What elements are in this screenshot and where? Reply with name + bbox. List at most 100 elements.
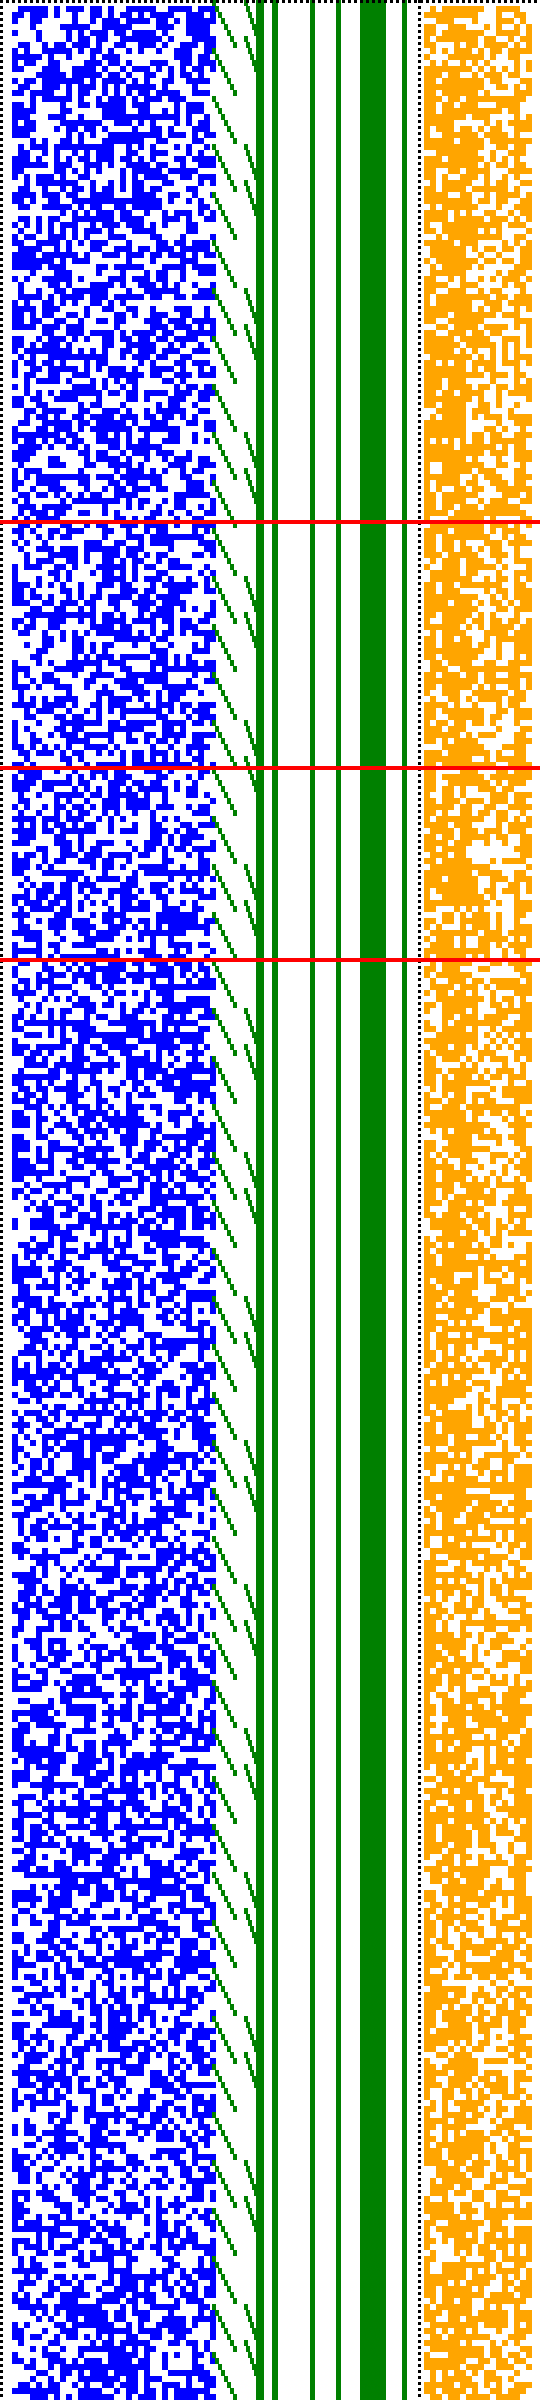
blue-pixel [162,912,168,918]
blue-pixel [138,1278,144,1284]
blue-pixel [120,282,126,288]
blue-pixel [96,420,102,426]
blue-pixel [156,1296,162,1302]
blue-pixel [18,1542,24,1548]
blue-pixel [108,1440,114,1446]
blue-pixel [138,1008,144,1014]
blue-pixel [174,738,180,744]
blue-pixel [198,1566,204,1572]
blue-pixel [138,888,144,894]
blue-pixel [78,138,84,144]
blue-pixel [90,1398,96,1404]
blue-pixel [162,1464,168,1470]
blue-pixel [48,570,54,576]
blue-pixel [114,1530,120,1536]
blue-pixel [162,870,168,876]
blue-pixel [186,1470,192,1476]
blue-pixel [162,1506,168,1512]
blue-pixel [210,630,216,636]
blue-pixel [126,1278,132,1284]
blue-pixel [126,1176,132,1182]
blue-pixel [30,12,36,18]
blue-pixel [144,990,150,996]
blue-pixel [48,216,54,222]
blue-pixel [114,1500,120,1506]
blue-pixel [48,90,54,96]
blue-pixel [102,1434,108,1440]
blue-pixel [18,918,24,924]
blue-pixel [156,372,162,378]
blue-pixel [12,1602,18,1608]
blue-pixel [180,1458,186,1464]
blue-pixel [144,270,150,276]
blue-pixel [150,1332,156,1338]
blue-pixel [120,1548,126,1554]
blue-pixel [126,774,132,780]
blue-pixel [162,570,168,576]
blue-pixel [174,1224,180,1230]
blue-pixel [12,480,18,486]
blue-pixel [162,990,168,996]
blue-pixel [174,954,180,960]
blue-pixel [120,1080,126,1086]
blue-pixel [186,330,192,336]
blue-pixel [144,672,150,678]
blue-pixel [168,612,174,618]
blue-pixel [126,1416,132,1422]
blue-pixel [198,1110,204,1116]
blue-pixel [48,1266,54,1272]
blue-pixel [18,870,24,876]
blue-pixel [18,1590,24,1596]
blue-pixel [138,600,144,606]
blue-pixel [198,1062,204,1068]
blue-pixel [108,1200,114,1206]
blue-pixel [66,120,72,126]
blue-pixel [96,12,102,18]
blue-pixel [30,1482,36,1488]
blue-pixel [30,18,36,24]
blue-pixel [72,444,78,450]
blue-pixel [24,1584,30,1590]
blue-pixel [48,1494,54,1500]
blue-pixel [60,1182,66,1188]
blue-pixel [156,48,162,54]
blue-pixel [60,906,66,912]
blue-pixel [186,1080,192,1086]
blue-pixel [72,918,78,924]
blue-pixel [48,1386,54,1392]
blue-pixel [156,1470,162,1476]
blue-pixel [48,462,54,468]
blue-pixel [126,1284,132,1290]
blue-pixel [60,1488,66,1494]
blue-pixel [48,366,54,372]
blue-pixel [90,792,96,798]
blue-pixel [174,1386,180,1392]
blue-pixel [132,1080,138,1086]
blue-pixel [18,132,24,138]
blue-pixel [120,864,126,870]
blue-pixel [48,870,54,876]
blue-pixel [120,1416,126,1422]
blue-pixel [36,1530,42,1536]
blue-pixel [210,1254,216,1260]
blue-pixel [72,816,78,822]
blue-pixel [84,762,90,768]
blue-pixel [186,1326,192,1332]
blue-pixel [198,852,204,858]
blue-pixel [180,234,186,240]
blue-pixel [90,540,96,546]
blue-pixel [186,1584,192,1590]
blue-pixel [210,1458,216,1464]
blue-pixel [114,1044,120,1050]
blue-pixel [96,294,102,300]
blue-pixel [174,1416,180,1422]
blue-pixel [108,762,114,768]
blue-pixel [132,1260,138,1266]
blue-pixel [150,366,156,372]
blue-pixel [54,504,60,510]
blue-pixel [72,564,78,570]
blue-pixel [132,30,138,36]
blue-pixel [84,258,90,264]
blue-pixel [42,894,48,900]
blue-pixel [150,840,156,846]
